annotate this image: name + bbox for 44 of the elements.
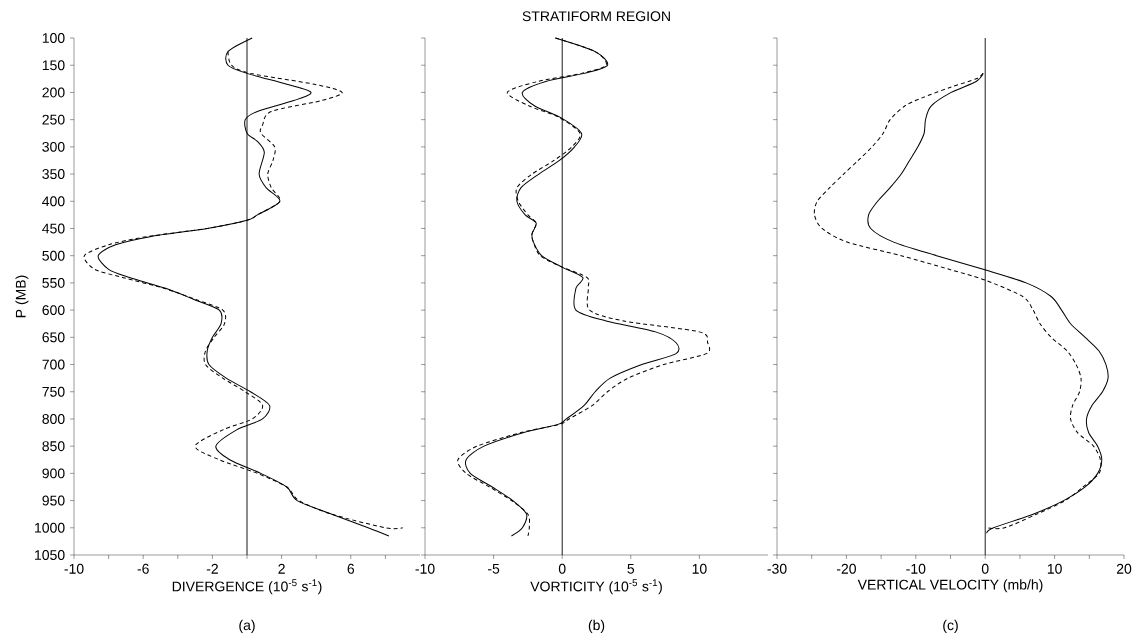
- x-tick-label: -2: [206, 563, 218, 574]
- x-tick-label: 10: [1047, 563, 1062, 574]
- x-axis-title: VORTICITY (10$^{-5}$ s$^{-1}$): [530, 579, 662, 595]
- x-tick-label: -10: [415, 563, 435, 574]
- y-tick-label: 800: [42, 413, 65, 424]
- y-tick-label: 350: [42, 169, 65, 180]
- chart-title: STRATIFORM REGION: [522, 11, 670, 22]
- x-tick-label: 0: [981, 563, 989, 574]
- y-tick-label: 900: [42, 468, 65, 479]
- x-tick-label: -10: [64, 563, 84, 574]
- x-tick-label: 6: [347, 563, 355, 574]
- x-tick-label: -20: [836, 563, 856, 574]
- x-tick-label: -6: [137, 563, 149, 574]
- x-axis-title: DIVERGENCE (10$^{-5}$ s$^{-1}$): [172, 579, 322, 595]
- y-tick-label: 950: [42, 495, 65, 506]
- y-tick-label: 1000: [35, 522, 65, 533]
- x-axis-title: VERTICAL VELOCITY (mb/h): [857, 579, 1043, 593]
- x-tick-label: 2: [278, 563, 285, 574]
- y-tick-label: 600: [42, 305, 65, 316]
- y-tick-label: 550: [42, 277, 65, 288]
- x-tick-label: -30: [767, 563, 787, 574]
- y-tick-label: 150: [42, 60, 65, 71]
- x-tick-label: 10: [692, 563, 707, 574]
- y-tick-label: 250: [42, 114, 65, 125]
- y-tick-label: 450: [42, 223, 65, 234]
- y-tick-label: 400: [42, 196, 65, 207]
- x-tick-label: -5: [488, 563, 500, 574]
- x-tick-label: 5: [627, 563, 635, 574]
- x-tick-label: 0: [558, 563, 566, 574]
- y-tick-label: 650: [42, 332, 65, 343]
- y-tick-label: 850: [42, 441, 65, 452]
- y-tick-label: 1050: [35, 550, 65, 560]
- text: (c): [943, 619, 958, 633]
- y-tick-label: 200: [42, 87, 65, 98]
- y-tick-label: 750: [42, 386, 65, 397]
- y-tick-label: 100: [42, 33, 65, 43]
- text: (a): [239, 619, 255, 633]
- x-tick-label: 20: [1116, 563, 1132, 574]
- x-tick-label: -10: [906, 563, 926, 574]
- y-tick-label: 300: [42, 141, 65, 152]
- y-tick-label: 500: [42, 250, 65, 261]
- y-tick-label: 700: [42, 359, 65, 370]
- y-axis-title: P (MB): [15, 275, 29, 318]
- text: (b): [588, 619, 605, 633]
